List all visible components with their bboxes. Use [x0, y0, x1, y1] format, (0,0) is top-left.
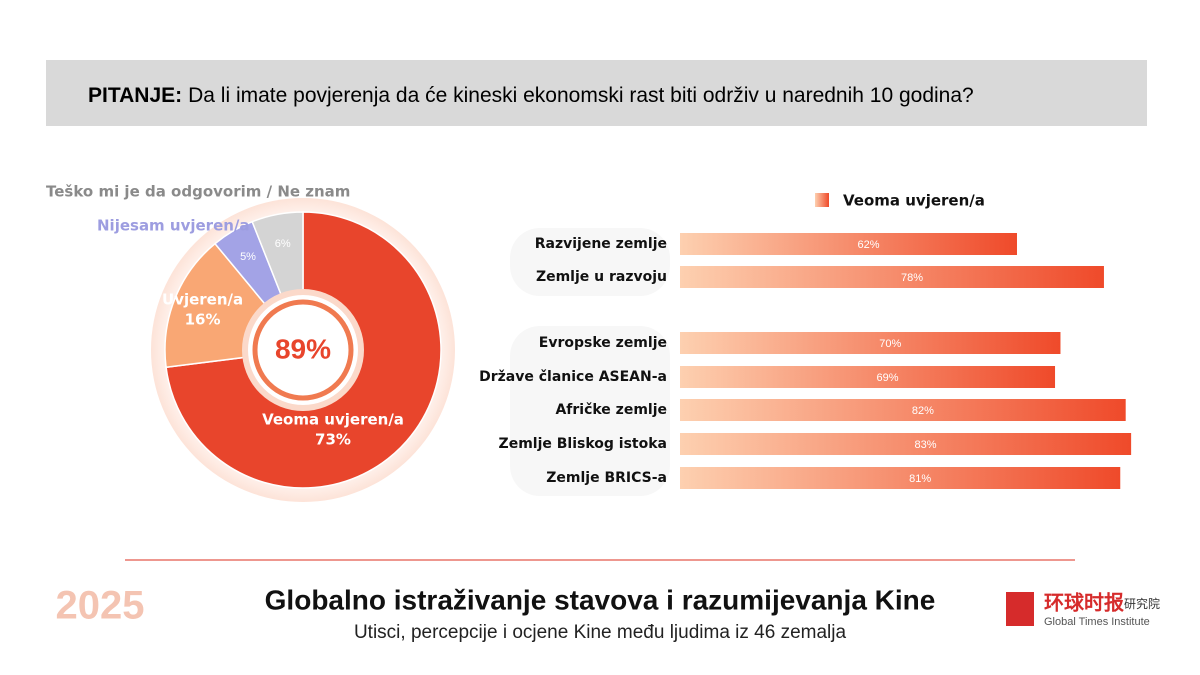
brand: 环球时报 — [1044, 591, 1124, 615]
category-label: Evropske zemlje — [539, 335, 667, 351]
center-inner — [252, 299, 354, 401]
category-label: Zemlje BRICS-a — [546, 470, 667, 486]
question-box — [46, 60, 1147, 126]
value-label: 78% — [901, 272, 923, 284]
bar — [680, 433, 1132, 455]
question-text: Da li imate povjerenja da će kineski eko… — [188, 84, 974, 107]
value-label: 81% — [909, 473, 931, 485]
bar-chart: Veoma uvjeren/a Razvijene zemlje 62% Zemlje… — [479, 192, 1132, 496]
brand-en: Global Times Institute — [1044, 616, 1150, 628]
row-band — [510, 326, 670, 496]
slice-name: Nijesam uvjeren/a — [97, 217, 250, 235]
bar — [680, 266, 1104, 288]
category-label: Zemlje u razvoju — [536, 269, 667, 285]
legend-label: Veoma uvjeren/a — [843, 192, 985, 210]
bar — [680, 233, 1017, 255]
slice-value: 16% — [185, 311, 221, 329]
brand-suffix: 研究院 — [1124, 596, 1160, 611]
question: PITANJE: Da li imate povjerenja da će kin… — [88, 84, 974, 107]
value-label: 62% — [857, 239, 879, 251]
legend-swatch — [815, 193, 829, 207]
question-label: PITANJE: — [88, 84, 182, 107]
footer-subtitle: Utisci, percepcije i ocjene Kine među lj… — [354, 622, 847, 643]
value-label: 83% — [915, 439, 937, 451]
category-label: Države članice ASEAN-a — [479, 369, 667, 385]
bar — [680, 366, 1056, 388]
category-label: Razvijene zemlje — [535, 236, 667, 252]
slice-name: Teško mi je da odgovorim / Ne znam — [46, 183, 350, 201]
slice-name: Uvjeren/a — [162, 291, 243, 309]
center-label: 89% — [275, 333, 331, 364]
category-label: Zemlje Bliskog istoka — [499, 436, 667, 452]
category-label: Afričke zemlje — [555, 402, 667, 418]
slice-value: 6% — [275, 238, 291, 250]
bar — [680, 467, 1121, 489]
footer-title: Globalno istraživanje stavova i razumije… — [265, 584, 936, 615]
slice-value: 73% — [315, 431, 351, 449]
slice-value: 5% — [240, 251, 256, 263]
value-label: 69% — [877, 372, 899, 384]
donut-chart: Veoma uvjeren/a 73% Uvjeren/a 16% Nijesam uv… — [46, 183, 455, 502]
value-label: 70% — [879, 338, 901, 350]
bar — [680, 332, 1061, 354]
value-label: 82% — [912, 405, 934, 417]
slice-name: Veoma uvjeren/a — [262, 411, 404, 429]
brand-mark — [1006, 592, 1034, 626]
row-band — [510, 228, 670, 296]
year-logo: 2025 — [56, 584, 145, 628]
bar — [680, 399, 1126, 421]
